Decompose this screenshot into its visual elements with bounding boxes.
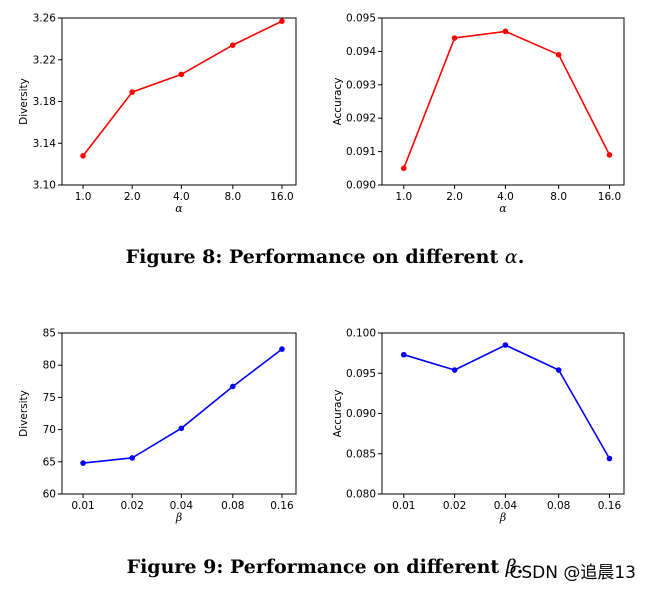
x-axis-label: α [499,202,507,215]
figure-8-caption-symbol: α [504,246,518,268]
data-point [230,42,236,48]
y-tick-label: 0.090 [346,408,376,420]
y-tick-label: 0.095 [346,368,376,380]
data-point [502,28,509,35]
y-axis-label: Diversity [18,390,30,437]
chart-beta-accuracy: 0.080 0.085 0.090 0.095 0.100 0.01 0.02 0.04 0.0… [332,328,625,524]
x-tick-label: 1.0 [75,191,92,203]
y-tick-label: 0.085 [346,448,376,460]
x-axis-label: α [175,202,183,215]
y-tick-label: 3.22 [33,54,56,66]
figure-8-caption: Figure 8: Performance on different α. [0,246,650,268]
y-tick-label: 3.14 [33,138,57,150]
y-tick-label: 0.100 [346,328,376,340]
y-tick-label: 0.093 [346,79,376,91]
series-line [82,20,283,157]
x-tick-label: 0.02 [443,500,466,512]
x-tick-label: 0.04 [494,500,518,512]
data-point [178,71,185,78]
x-tick-label: 4.0 [497,191,514,203]
y-axis-label: Accuracy [332,78,344,126]
y-tick-label: 3.10 [33,180,56,192]
figure-9-caption-text: Figure 9: Performance on different [126,556,506,578]
x-tick-label: 4.0 [173,191,190,203]
data-point [80,460,86,466]
y-tick-label: 80 [43,360,56,372]
y-tick-label: 65 [43,456,56,468]
data-point [279,346,285,352]
data-point [606,455,613,462]
x-tick-label: 16.0 [270,191,293,203]
y-tick-label: 0.092 [346,113,376,125]
x-tick-label: 1.0 [395,191,412,203]
y-tick-label: 3.26 [33,13,57,25]
x-tick-label: 8.0 [550,191,567,203]
chart-beta-diversity: 60 65 70 75 80 85 0.01 0.02 0.04 0.08 0.16 β Diversi… [18,328,297,524]
data-point [230,383,236,390]
x-tick-label: 0.02 [121,500,144,512]
figure-9-caption-symbol: β [505,556,517,578]
x-tick-label: 0.08 [547,500,570,512]
data-point [555,367,562,373]
figure-9-caption-end: . [516,556,524,578]
x-axis-label: β [499,511,506,524]
x-tick-label: 0.16 [598,500,622,512]
plot-frame [61,17,297,186]
figure-9-caption: Figure 9: Performance on different β. [0,556,650,578]
chart-alpha-accuracy: 0.090 0.091 0.092 0.093 0.094 0.095 1.0 2.0 4.0 8… [332,13,625,215]
y-tick-label: 0.090 [346,180,376,192]
x-tick-label: 8.0 [224,191,241,203]
data-point [400,165,407,172]
plot-frame [61,332,297,495]
y-tick-label: 75 [43,392,56,404]
y-tick-label: 0.095 [346,13,376,25]
data-point [451,367,458,373]
x-tick-label: 2.0 [124,191,141,203]
y-tick-label: 0.091 [346,146,376,158]
figure-8-caption-text: Figure 8: Performance on different [125,246,505,268]
plot-frame [381,332,625,495]
x-tick-label: 16.0 [598,191,621,203]
data-point [502,342,509,348]
y-tick-label: 85 [43,328,56,340]
y-tick-label: 0.094 [346,46,376,58]
y-tick-label: 70 [43,424,56,436]
chart-alpha-diversity: 3.10 3.14 3.18 3.22 3.26 1.0 2.0 4.0 8.0 16.0 α Div… [18,13,297,215]
data-point [451,35,458,41]
y-axis-label: Diversity [18,78,30,125]
watermark: CSDN @追晨13 [509,563,636,583]
x-axis-label: β [175,511,182,524]
series-line [83,348,283,464]
y-tick-label: 60 [43,489,56,501]
x-tick-label: 0.01 [71,500,94,512]
data-point [279,18,285,24]
data-point [129,89,135,95]
data-point [129,455,135,461]
x-tick-label: 0.08 [221,500,244,512]
data-point [606,152,613,158]
data-point [555,51,562,58]
series-line [403,344,611,459]
data-point [178,425,185,432]
y-axis-label: Accuracy [332,390,344,438]
data-point [80,152,86,159]
x-tick-label: 0.16 [270,500,294,512]
figure-8-caption-end: . [517,246,525,268]
y-tick-label: 0.080 [346,489,376,501]
y-tick-label: 3.18 [33,96,56,108]
x-tick-label: 0.01 [392,500,415,512]
x-tick-label: 2.0 [446,191,463,203]
x-tick-label: 0.04 [170,500,194,512]
data-point [400,351,407,358]
series-line [403,30,611,169]
plot-frame [381,17,625,186]
